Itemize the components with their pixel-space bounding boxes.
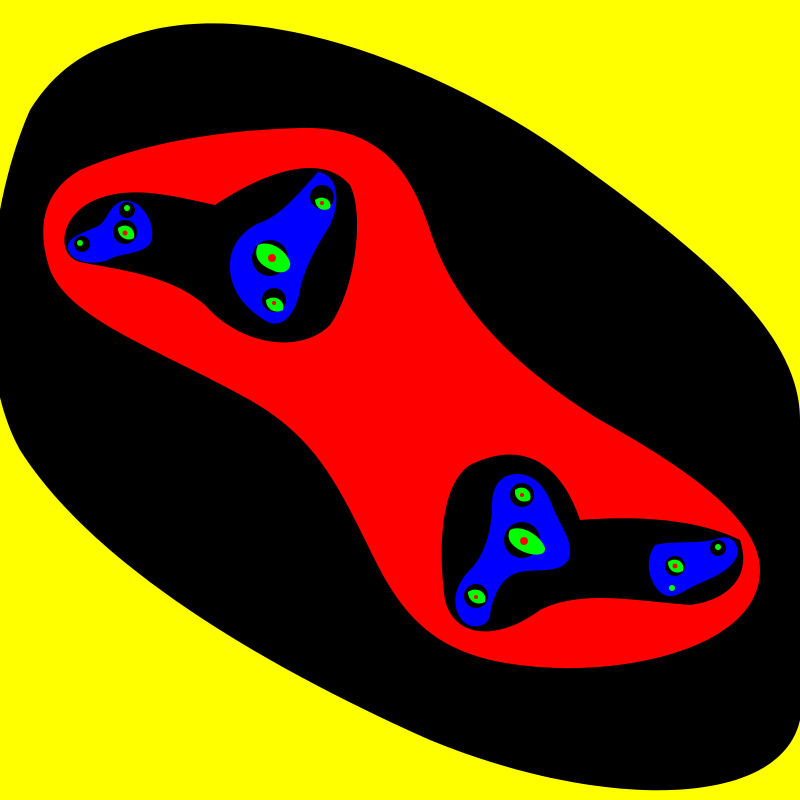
cores-red (122, 201, 678, 599)
